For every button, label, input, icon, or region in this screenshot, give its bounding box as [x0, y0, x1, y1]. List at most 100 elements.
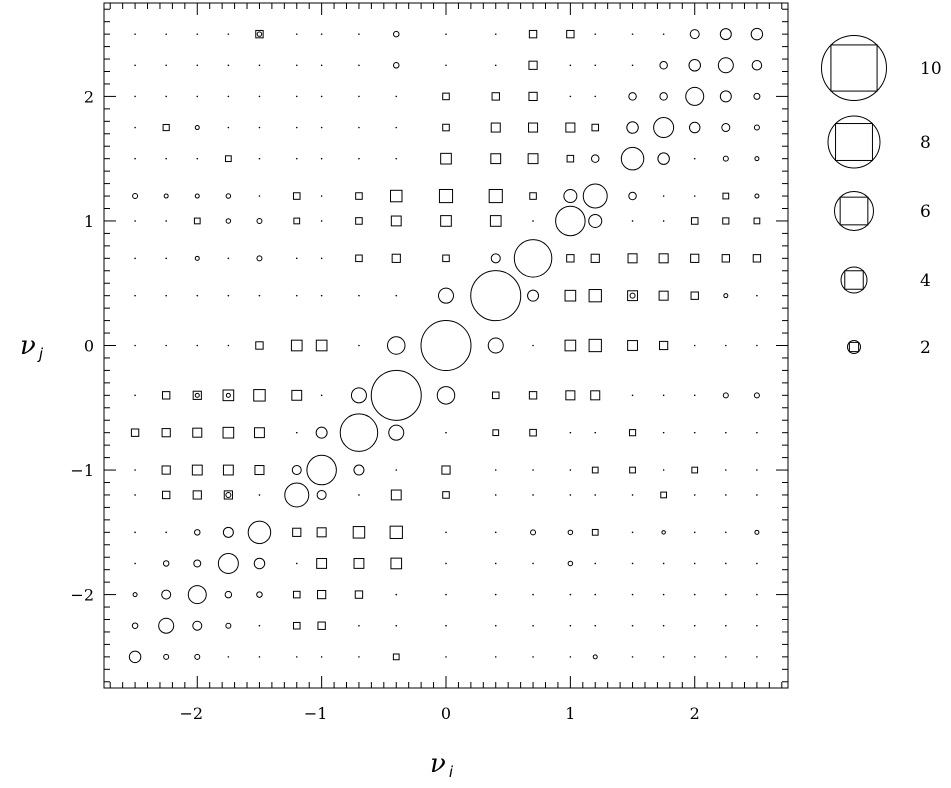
small-marker [258, 126, 261, 129]
small-marker [165, 344, 167, 347]
small-marker [693, 624, 696, 627]
y-tick-label: 1 [84, 212, 94, 231]
small-marker [532, 656, 534, 658]
circle-marker [722, 392, 729, 399]
small-marker [134, 33, 136, 35]
square-marker [489, 215, 502, 227]
square-marker [192, 427, 203, 438]
small-marker [320, 95, 323, 98]
small-marker [532, 220, 534, 222]
small-marker [258, 656, 261, 658]
circle-marker [490, 253, 501, 264]
circle-marker [653, 117, 675, 139]
small-marker [395, 624, 398, 627]
square-marker [442, 491, 450, 499]
circle-marker [750, 27, 764, 41]
small-marker [445, 33, 447, 35]
small-marker [395, 157, 398, 160]
square-marker [658, 253, 669, 264]
square-marker [222, 389, 235, 402]
small-marker [395, 593, 398, 596]
circle-marker [420, 320, 472, 371]
small-marker [320, 294, 323, 297]
circle-marker [393, 62, 400, 69]
circle-marker [256, 591, 263, 598]
square-marker [753, 217, 761, 225]
square-marker [438, 188, 454, 204]
circle-marker [688, 121, 701, 134]
small-marker [725, 344, 727, 347]
circle-marker [685, 86, 705, 106]
square-marker [690, 291, 699, 300]
circle-marker [620, 146, 645, 171]
small-marker [594, 95, 597, 98]
small-marker [165, 157, 167, 160]
circle-marker [751, 60, 763, 71]
circle-marker [436, 386, 456, 405]
small-marker [258, 195, 261, 197]
circle-marker [753, 92, 761, 100]
small-marker [569, 593, 572, 596]
y-tick-label: −2 [70, 586, 94, 605]
small-marker [662, 394, 665, 397]
small-marker [358, 656, 360, 658]
square-marker [627, 340, 638, 351]
circle-marker [754, 193, 760, 199]
small-marker [756, 294, 758, 297]
small-marker [693, 344, 696, 347]
square-marker [628, 429, 637, 437]
small-marker [320, 126, 323, 129]
square-marker [161, 465, 171, 475]
small-marker [227, 126, 230, 129]
small-marker [756, 344, 758, 347]
circle-marker [487, 337, 504, 354]
square-marker [440, 215, 452, 227]
small-marker [358, 624, 360, 627]
legend-circle [834, 191, 874, 231]
square-marker [192, 390, 202, 400]
small-marker [445, 431, 447, 434]
square-marker [293, 217, 301, 225]
square-marker [254, 427, 265, 439]
legend-square [848, 341, 860, 353]
circle-marker [438, 287, 454, 304]
small-marker [227, 294, 230, 297]
square-marker [222, 426, 235, 439]
small-marker [569, 656, 572, 658]
square-marker [442, 92, 450, 101]
small-marker [258, 64, 261, 67]
small-marker [662, 562, 665, 565]
circle-marker [629, 292, 636, 299]
small-marker [445, 593, 447, 596]
small-marker [165, 33, 167, 35]
small-marker [196, 294, 199, 297]
small-marker [662, 220, 665, 222]
small-marker [134, 126, 136, 129]
small-marker [445, 531, 447, 534]
square-marker [161, 428, 171, 438]
small-marker [227, 257, 230, 260]
small-marker [494, 64, 497, 67]
square-marker [223, 490, 233, 500]
small-marker [320, 157, 323, 160]
circle-marker [657, 152, 670, 165]
square-marker [291, 389, 303, 401]
circle-marker [256, 31, 263, 37]
circle-marker [132, 592, 138, 598]
circle-marker [194, 193, 200, 199]
circle-marker [131, 622, 139, 629]
circle-marker [567, 529, 574, 536]
square-marker [290, 339, 303, 352]
small-marker [295, 95, 298, 98]
legend-label: 4 [920, 271, 931, 291]
square-marker [529, 428, 537, 437]
small-marker [631, 394, 634, 397]
square-marker [491, 92, 500, 101]
circle-marker [590, 154, 600, 163]
small-marker [358, 126, 360, 129]
small-marker [756, 431, 758, 434]
x-axis-label-symbol: ν [430, 749, 446, 779]
small-marker [494, 494, 497, 496]
square-marker [292, 527, 302, 537]
